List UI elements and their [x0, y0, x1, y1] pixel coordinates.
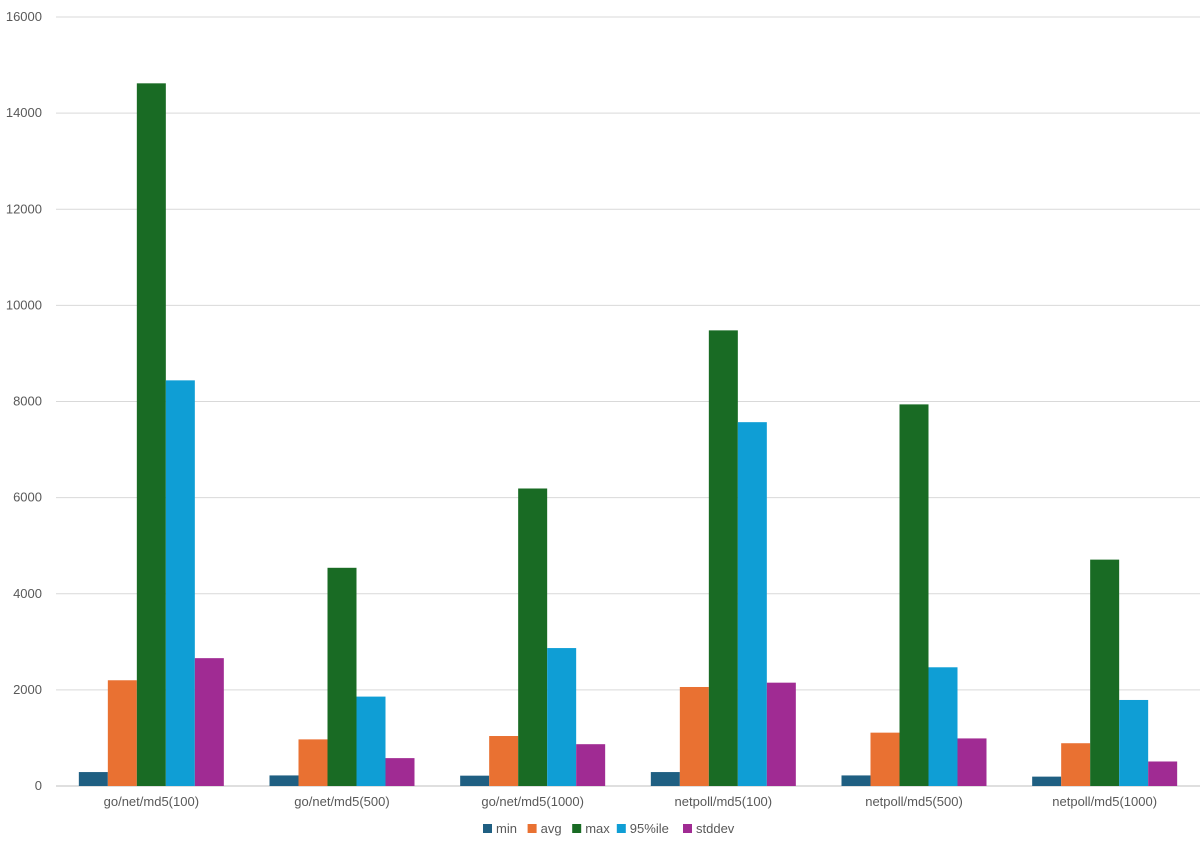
bar-stddev: [194, 658, 224, 786]
bar-avg: [107, 680, 137, 786]
bar-stddev: [1148, 761, 1178, 786]
x-category-label: netpoll/md5(100): [675, 794, 773, 809]
legend-label: max: [585, 821, 610, 836]
bar-stddev: [576, 744, 606, 786]
bar-min: [650, 772, 680, 786]
bar-avg: [870, 732, 900, 786]
bars: [78, 83, 1178, 787]
y-tick-label: 10000: [6, 297, 42, 312]
bar-min: [841, 775, 871, 786]
bar-max: [708, 330, 738, 786]
bar-avg: [489, 736, 519, 786]
bar-min: [78, 772, 108, 786]
legend: min avg max 95%ile stddev: [483, 821, 735, 836]
y-tick-label: 4000: [13, 586, 42, 601]
bar-min: [460, 775, 490, 786]
y-tick-label: 6000: [13, 490, 42, 505]
bar-max: [899, 404, 929, 786]
bar-min: [1032, 776, 1062, 786]
bar-min: [269, 775, 299, 786]
legend-swatch: [616, 824, 626, 833]
x-category-label: go/net/md5(1000): [481, 794, 584, 809]
gridlines: [56, 16, 1200, 787]
bar-95ile: [928, 667, 958, 786]
y-tick-label: 2000: [13, 682, 42, 697]
bar-95ile: [1119, 699, 1149, 786]
legend-label: 95%ile: [630, 821, 669, 836]
bar-stddev: [766, 682, 796, 786]
x-category-label: netpoll/md5(1000): [1052, 794, 1157, 809]
bar-max: [136, 83, 166, 787]
y-tick-label: 12000: [6, 201, 42, 216]
bar-max: [327, 567, 357, 786]
bar-95ile: [165, 380, 195, 786]
bar-max: [518, 488, 548, 786]
bar-max: [1090, 559, 1120, 786]
x-category-label: netpoll/md5(500): [865, 794, 963, 809]
x-category-label: go/net/md5(100): [104, 794, 199, 809]
bar-stddev: [385, 758, 415, 786]
legend-swatch: [683, 824, 692, 833]
y-tick-label: 14000: [6, 105, 42, 120]
legend-label: min: [496, 821, 517, 836]
bar-avg: [298, 739, 328, 786]
y-tick-label: 0: [35, 778, 42, 793]
bar-95ile: [547, 648, 577, 786]
bar-avg: [1061, 743, 1091, 786]
legend-swatch: [483, 824, 492, 833]
y-tick-label: 16000: [6, 9, 42, 24]
bar-avg: [679, 686, 709, 786]
x-category-label: go/net/md5(500): [294, 794, 389, 809]
y-axis-ticks: 0 2000 4000 6000 8000 10000 12000 14000 16000: [6, 9, 42, 793]
bar-stddev: [957, 738, 987, 786]
legend-label: stddev: [696, 821, 735, 836]
bar-95ile: [737, 422, 767, 786]
bar-95ile: [356, 696, 386, 786]
legend-swatch: [527, 824, 537, 833]
legend-label: avg: [541, 821, 562, 836]
y-tick-label: 8000: [13, 394, 42, 409]
legend-swatch: [572, 824, 582, 833]
x-axis-categories: go/net/md5(100) go/net/md5(500) go/net/md5…: [104, 794, 1157, 809]
